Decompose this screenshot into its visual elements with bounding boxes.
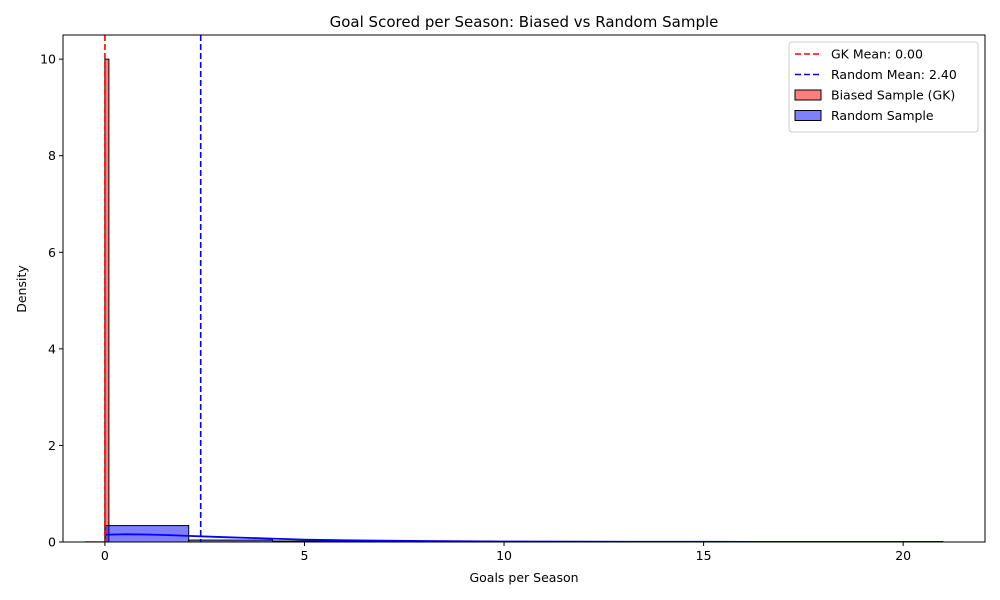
legend-frame <box>788 41 979 133</box>
y-tick-label: 8 <box>48 148 56 163</box>
legend-label: Biased Sample (GK) <box>831 88 955 103</box>
legend-label: Random Mean: 2.40 <box>831 67 957 82</box>
chart-title: Goal Scored per Season: Biased vs Random… <box>330 13 719 31</box>
x-tick-label: 20 <box>895 548 911 563</box>
legend-patch-swatch <box>794 89 822 101</box>
x-tick-label: 0 <box>101 548 109 563</box>
legend: GK Mean: 0.00 Random Mean: 2.40 Biased Sam… <box>788 41 979 133</box>
y-tick-label: 2 <box>48 438 56 453</box>
y-tick-label: 6 <box>48 245 56 260</box>
plot-frame <box>62 34 986 543</box>
x-tick-label: 5 <box>300 548 308 563</box>
x-axis-label: Goals per Season <box>469 570 578 585</box>
legend-patch-swatch <box>794 110 822 121</box>
x-tick-label: 10 <box>496 548 512 563</box>
y-tick-label: 0 <box>48 535 56 550</box>
y-axis-label: Density <box>14 265 29 313</box>
plot-area: 0 5 10 15 20 0 2 4 6 8 10 GK Mean: 0.00 Random Mean:… <box>40 34 986 563</box>
x-tick-label: 15 <box>696 548 712 563</box>
y-tick-label: 4 <box>48 341 56 356</box>
legend-label: Random Sample <box>831 108 934 123</box>
y-tick-label: 10 <box>40 52 56 67</box>
legend-label: GK Mean: 0.00 <box>831 47 923 62</box>
